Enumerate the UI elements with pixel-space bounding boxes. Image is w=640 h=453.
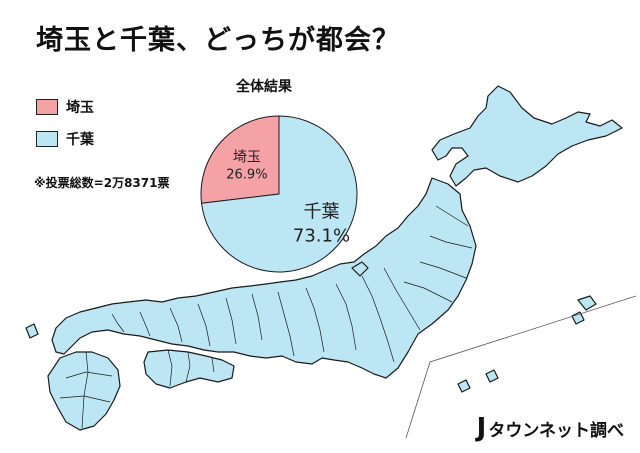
pie-slice-chiba — [200, 115, 358, 273]
island-west — [25, 323, 39, 339]
island-south-1 — [457, 379, 471, 393]
credit-logo-mark: J — [476, 413, 487, 443]
island-east-2 — [571, 311, 585, 325]
legend-swatch-saitama — [36, 99, 58, 115]
legend-item-chiba: 千葉 — [36, 128, 94, 150]
hokkaido-region — [431, 85, 623, 187]
island-south-2 — [485, 369, 499, 383]
legend-label-chiba: 千葉 — [66, 132, 94, 148]
sado-island — [351, 261, 369, 277]
chart-title: 全体結果 — [236, 79, 292, 95]
honshu-region — [51, 177, 477, 379]
pie-label-name-saitama: 埼玉 — [233, 150, 261, 166]
pie-label-value-chiba: 73.1% — [293, 226, 350, 247]
legend-swatch-chiba — [36, 131, 58, 147]
legend-item-saitama: 埼玉 — [36, 96, 94, 118]
pie-slice-saitama — [200, 115, 280, 204]
island-east — [577, 295, 597, 311]
kyushu-region — [47, 351, 121, 431]
page-title: 埼玉と千葉、どっちが都会？ — [36, 25, 400, 56]
legend: 埼玉 千葉 — [36, 96, 94, 160]
okinawa-inset-line — [405, 295, 637, 439]
credit-text: タウンネット調べ — [488, 420, 624, 441]
pie-label-value-saitama: 26.9% — [226, 168, 267, 183]
total-votes-note: ※投票総数=2万8371票 — [34, 176, 170, 190]
legend-label-saitama: 埼玉 — [66, 100, 94, 116]
credit: J タウンネット調べ — [477, 415, 624, 441]
pie-label-name-chiba: 千葉 — [304, 202, 340, 223]
